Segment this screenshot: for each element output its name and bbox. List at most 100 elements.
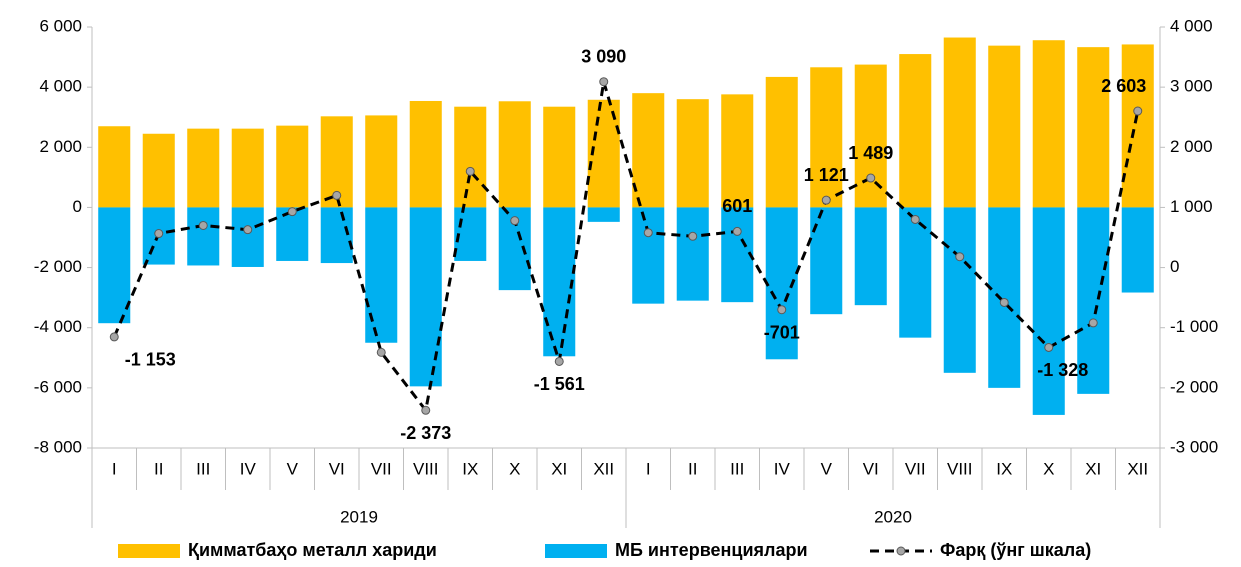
x-tick-label: IV (240, 459, 257, 478)
bar (721, 207, 754, 303)
y-tick-label: -2 000 (34, 257, 82, 276)
legend-label: Фарқ (ўнг шкала) (940, 540, 1091, 560)
bar (988, 45, 1021, 208)
bar (98, 126, 131, 208)
bar (187, 207, 220, 266)
legend-marker (896, 546, 906, 556)
bar (854, 207, 887, 306)
bar (899, 54, 932, 208)
legend-label: МБ интервенциялари (615, 540, 808, 560)
y2-tick-label: 4 000 (1170, 16, 1213, 35)
line-marker (376, 347, 386, 357)
x-tick-label: II (154, 459, 163, 478)
x-tick-label: XII (593, 459, 614, 478)
group-label: 2020 (874, 507, 912, 526)
line-marker (643, 228, 653, 238)
line-marker (554, 356, 564, 366)
bar (587, 207, 620, 222)
legend-swatch (118, 544, 180, 558)
bar (231, 128, 264, 208)
bar (1077, 207, 1110, 394)
bar (632, 207, 665, 304)
bar (98, 207, 131, 324)
y2-tick-label: 2 000 (1170, 137, 1213, 156)
x-tick-label: XI (551, 459, 567, 478)
x-tick-label: III (730, 459, 744, 478)
line-marker (243, 225, 253, 235)
bar (320, 207, 353, 264)
x-tick-label: X (1043, 459, 1054, 478)
x-tick-label: VIII (413, 459, 439, 478)
y-tick-label: -8 000 (34, 437, 82, 456)
y-tick-label: -6 000 (34, 377, 82, 396)
bar (231, 207, 264, 267)
y2-tick-label: -1 000 (1170, 317, 1218, 336)
x-tick-label: VII (905, 459, 926, 478)
bar (765, 76, 798, 208)
bar (810, 67, 843, 208)
data-label: 601 (722, 196, 752, 216)
x-tick-label: V (821, 459, 833, 478)
line-marker (999, 297, 1009, 307)
data-label: -701 (764, 322, 800, 342)
x-tick-label: I (646, 459, 651, 478)
bar (276, 125, 309, 208)
line-marker (955, 252, 965, 262)
line-marker (1133, 106, 1143, 116)
bar (276, 207, 309, 261)
line-marker (910, 214, 920, 224)
bar (632, 93, 665, 208)
line-marker (1088, 318, 1098, 328)
x-tick-label: XII (1127, 459, 1148, 478)
x-tick-label: X (509, 459, 520, 478)
line-marker (821, 195, 831, 205)
x-tick-label: IX (462, 459, 478, 478)
line-marker (599, 77, 609, 87)
bar (854, 64, 887, 208)
bar (365, 115, 398, 208)
bar (409, 100, 442, 208)
line (112, 81, 1140, 414)
y2-tick-label: 3 000 (1170, 77, 1213, 96)
line-marker (465, 166, 475, 176)
bar (142, 133, 175, 208)
bar (187, 128, 220, 208)
line-marker (777, 305, 787, 315)
line-marker (287, 207, 297, 217)
x-tick-label: III (196, 459, 210, 478)
x-tick-label: XI (1085, 459, 1101, 478)
bar (899, 207, 932, 338)
data-label: 2 603 (1101, 76, 1146, 96)
line-marker (732, 226, 742, 236)
bar (676, 99, 709, 208)
data-label: -1 561 (534, 374, 585, 394)
y2-tick-label: -2 000 (1170, 377, 1218, 396)
bar (1032, 207, 1065, 415)
x-tick-label: VI (329, 459, 345, 478)
bar (1121, 207, 1154, 293)
bar (810, 207, 843, 315)
x-tick-label: IV (774, 459, 791, 478)
group-label: 2019 (340, 507, 378, 526)
data-label: -1 328 (1037, 360, 1088, 380)
line-marker (109, 332, 119, 342)
x-tick-label: VII (371, 459, 392, 478)
y2-tick-label: -3 000 (1170, 437, 1218, 456)
bar (943, 37, 976, 208)
line-marker (154, 229, 164, 239)
bar (454, 106, 487, 208)
legend-label: Қимматбаҳо металл хариди (188, 540, 437, 560)
x-tick-label: I (112, 459, 117, 478)
y-tick-label: -4 000 (34, 317, 82, 336)
line-marker (198, 220, 208, 230)
data-label: -2 373 (400, 423, 451, 443)
data-label: -1 153 (125, 350, 176, 370)
bar (676, 207, 709, 301)
data-label: 1 489 (848, 143, 893, 163)
x-tick-label: VIII (947, 459, 973, 478)
line-marker (1044, 342, 1054, 352)
y-tick-label: 0 (73, 197, 82, 216)
x-tick-label: IX (996, 459, 1012, 478)
y-tick-label: 2 000 (39, 137, 82, 156)
